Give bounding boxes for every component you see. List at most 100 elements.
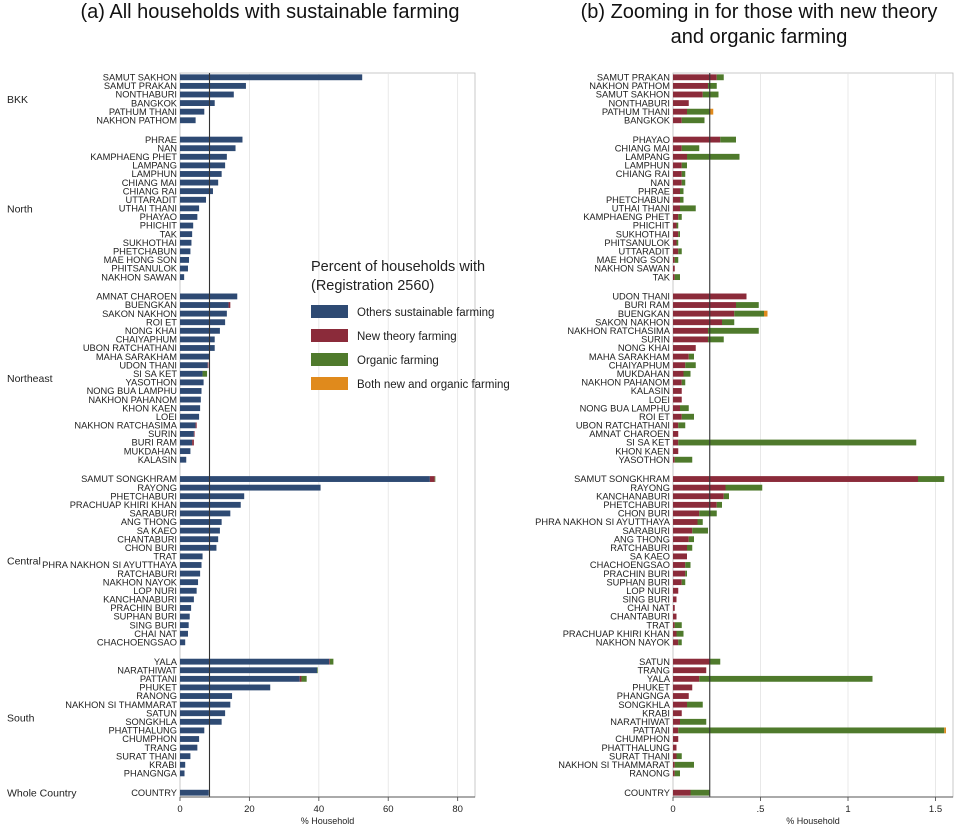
legend: Percent of households with (Registration… (311, 259, 510, 391)
panel-b-category-label: COUNTRY (624, 788, 670, 798)
panel-b-bar-surin-new_theory (673, 336, 708, 343)
panel-b-bar-mukdahan-new_theory (673, 370, 684, 377)
panel-b-bar-uttaradit-organic (678, 248, 682, 255)
panel-b-bar-songkhla-new_theory (673, 701, 687, 708)
panel-a-category-label: SING BURI (129, 620, 177, 630)
panel-a-bar-nong-bua-lamphu-others (180, 388, 202, 394)
panel-b-bar-phatthalung-new_theory (673, 744, 677, 751)
panel-b-title-line1: (b) Zooming in for those with new theory (581, 1, 938, 23)
panel-b-bar-phayao-organic (720, 136, 736, 143)
panel-b-bar-nakhon-ratchasima-organic (708, 327, 759, 334)
panel-b-category-label: RATCHABURI (610, 543, 670, 553)
panel-b-category-label: ANG THONG (614, 534, 670, 544)
panel-a-category-label: NAN (157, 143, 177, 153)
panel-b-category-label: SARABURI (622, 526, 670, 536)
panel-a-bar-saraburi-others (180, 510, 231, 517)
panel-b-category-label: PRACHIN BURI (603, 569, 670, 579)
legend-label-others: Others sustainable farming (357, 307, 494, 319)
panel-a-category-label: BANGKOK (131, 98, 178, 108)
panel-b-bar-nakhon-pathom-organic (708, 82, 717, 89)
panel-a-category-label: CHACHOENGSAO (97, 638, 177, 648)
panel-b-bar-kanchanaburi-new_theory (673, 493, 724, 500)
panel-b-bar-prachin-buri-organic (685, 570, 687, 577)
panel-a-category-label: RANONG (136, 691, 177, 701)
panel-b-category-label: PHRAE (638, 186, 670, 196)
panel-b-category-label: SING BURI (622, 595, 670, 605)
panel-b-category-label: SAMUT SONGKHRAM (574, 474, 670, 484)
panel-a-bar-phetchabun-others (180, 248, 191, 255)
panel-b-bar-maha-sarakham-new_theory (673, 353, 689, 360)
panel-a-category-label: PATHUM THANI (109, 107, 177, 117)
panel-b-bar-trat-organic (674, 622, 682, 629)
panel-b-frame (672, 72, 954, 798)
panel-b-category-label: PHETCHABURI (603, 500, 670, 510)
panel-b-category-label: SAMUT PRAKAN (597, 72, 670, 82)
panel-b-bar-yala-new_theory (673, 675, 700, 682)
panel-b-bar-phitsanulok-organic (676, 239, 679, 246)
panel-b-bar-ang-thong-organic (688, 536, 694, 543)
panel-a-bar-mae-hong-son-others (180, 256, 190, 263)
panel-b-bar-chai-nat-new_theory (673, 605, 675, 611)
panel-a-bar-nakhon-pahanom-others (180, 396, 201, 403)
panel-a-bar-yala-new_theory (329, 658, 330, 665)
panel-b-bar-lamphun-new_theory (673, 162, 682, 169)
panel-a-bar-buri-ram-others (180, 439, 193, 446)
panel-b-bar-phuket-new_theory (673, 684, 693, 691)
panel-a-bar-phuket-others (180, 684, 271, 691)
panel-a-bar-phayao-others (180, 214, 198, 220)
legend-swatch-new_theory (311, 329, 348, 342)
panel-b-category-label: NONG BUA LAMPHU (580, 403, 670, 413)
panel-a-category-label: CHIANG MAI (122, 178, 177, 188)
panel-b-bar-phra-nakhon-si-ayutthaya-new_theory (673, 519, 698, 525)
panel-b-category-label: NARATHIWAT (610, 717, 670, 727)
panel-a-category-label: KALASIN (138, 455, 177, 465)
panel-a-bar-chumphon-others (180, 736, 200, 742)
panel-a-bar-ubon-ratchathani-others (180, 345, 215, 351)
panel-a-category-label: AMNAT CHAROEN (96, 292, 177, 302)
panel-b-bar-country-new_theory (673, 789, 691, 796)
panel-b-category-label: CHACHOENGSAO (590, 560, 670, 570)
panel-a-bar-roi-et-others (180, 319, 226, 326)
panel-b-bar-pathum-thani-new_theory (673, 108, 687, 115)
panel-b-category-label: KHON KAEN (615, 446, 670, 456)
panel-b-category-label: LOEI (649, 395, 670, 405)
panel-b-category-label: PRACHUAP KHIRI KHAN (563, 629, 670, 639)
panel-a-bar-uthai-thani-others (180, 205, 200, 212)
panel-b-category-label: NAKHON PAHANOM (581, 378, 670, 388)
panel-a-category-label: KRABI (149, 760, 177, 770)
panel-b-bar-nonthaburi-new_theory (673, 100, 689, 106)
legend-swatch-both (311, 377, 348, 390)
legend-label-both: Both new and organic farming (357, 379, 510, 391)
panel-a-bar-sakon-nakhon-others (180, 310, 227, 317)
panel-a-category-label: TRANG (144, 743, 177, 753)
panel-a-category-label: SI SA KET (133, 369, 177, 379)
panel-b-bar-pathum-thani-organic (687, 108, 710, 115)
panel-b-bar-uthai-thani-new_theory (673, 205, 680, 212)
panel-b-category-label: NAKHON SI THAMMARAT (558, 760, 670, 770)
panel-b-category-label: PHITSANULOK (604, 238, 670, 248)
panel-b-category-label: PHAYAO (633, 135, 670, 145)
panel-a-bar-yasothon-others (180, 379, 204, 386)
panel-a-bar-samut-sakhon-others (180, 74, 363, 81)
panel-b-bar-samut-songkhram-new_theory (673, 476, 918, 482)
panel-b-category-label: CHAI NAT (627, 603, 670, 613)
panel-b-bar-samut-sakhon-organic (702, 91, 719, 98)
panel-b-bar-phrae-new_theory (673, 188, 680, 195)
panel-a-category-label: LAMPHUN (132, 169, 177, 179)
panel-b-bar-maha-sarakham-organic (688, 353, 694, 360)
panel-b-bar-surat-thani-new_theory (673, 753, 677, 760)
panel-a-x-axis-label: % Household (301, 816, 355, 826)
panel-a-tick-label: 80 (452, 804, 463, 815)
panel-b-category-label: SURIN (641, 335, 670, 345)
legend-swatch-others (311, 305, 348, 318)
panel-a-bar-lop-nuri-others (180, 587, 197, 594)
panel-a-category-label: UTHAI THANI (119, 204, 177, 214)
panel-a-bar-mukdahan-others (180, 448, 191, 455)
panel-a-category-label: MUKDAHAN (124, 446, 177, 456)
panel-a-bar-udon-thani-others (180, 362, 208, 369)
panel-b-category-label: CHIANG MAI (615, 143, 670, 153)
panel-b-bar-prachin-buri-new_theory (673, 570, 686, 577)
panel-b-category-label: SONGKHLA (618, 700, 670, 710)
panel-b-category-label: SUKHOTHAI (616, 229, 670, 239)
panel-a-category-label: SONGKHLA (125, 717, 177, 727)
